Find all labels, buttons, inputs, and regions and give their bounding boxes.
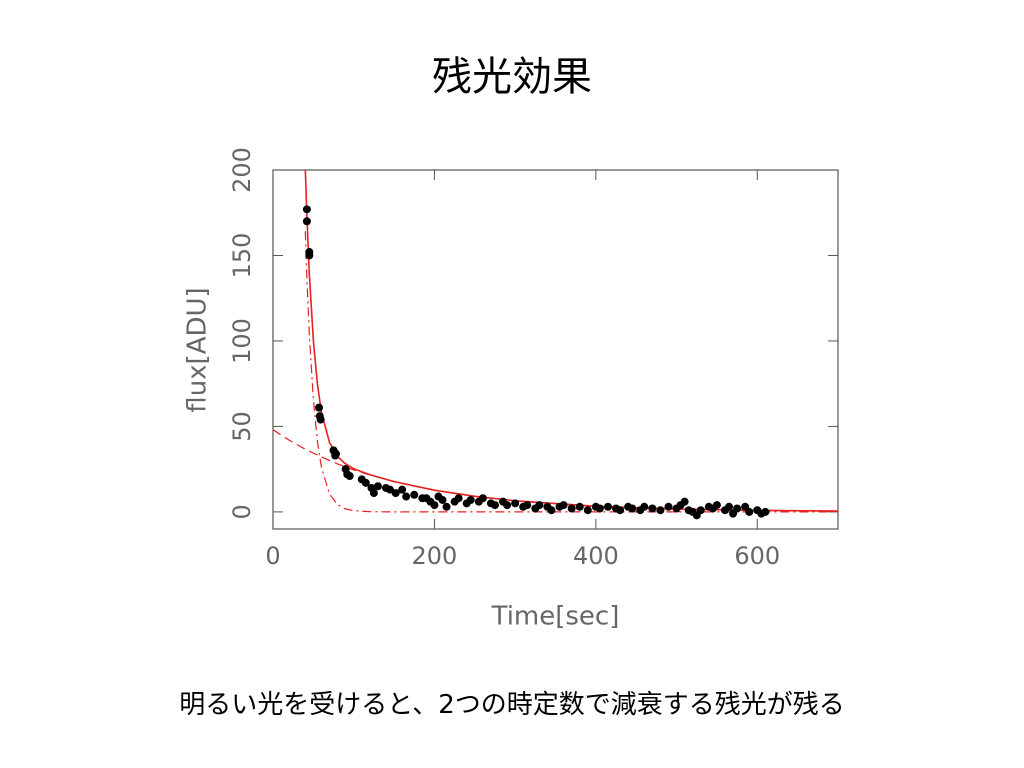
data-point xyxy=(733,504,742,513)
fit-curve xyxy=(273,429,838,512)
data-point xyxy=(454,494,463,503)
data-point xyxy=(616,506,625,515)
data-point xyxy=(696,506,705,515)
y-tick-label: 100 xyxy=(228,318,256,364)
plot-area xyxy=(273,170,838,520)
slide-caption: 明るい光を受けると、2つの時定数で減衰する残光が残る xyxy=(179,690,845,720)
data-point xyxy=(302,205,311,214)
data-point xyxy=(345,472,354,481)
data-point xyxy=(575,502,584,511)
y-tick-label: 0 xyxy=(228,504,256,519)
data-point xyxy=(442,502,451,511)
data-point xyxy=(656,506,665,515)
data-point xyxy=(369,489,378,498)
data-point xyxy=(603,502,612,511)
data-point xyxy=(478,494,487,503)
x-tick-label: 400 xyxy=(573,542,619,570)
data-point xyxy=(438,495,447,504)
data-point xyxy=(712,501,721,510)
data-point xyxy=(725,502,734,511)
x-tick-label: 200 xyxy=(412,542,458,570)
data-point xyxy=(640,502,649,511)
data-point xyxy=(680,497,689,506)
y-tick-label: 50 xyxy=(228,411,256,442)
fit-curve xyxy=(304,231,838,513)
fit-curve xyxy=(304,170,838,512)
data-point xyxy=(523,501,532,510)
plot-frame xyxy=(272,169,839,530)
slide-title: 残光効果 xyxy=(432,54,592,100)
x-tick-label: 600 xyxy=(734,542,780,570)
data-point xyxy=(490,501,499,510)
data-point xyxy=(547,506,556,515)
x-tick-label: 0 xyxy=(265,542,280,570)
y-tick-label: 150 xyxy=(228,233,256,279)
data-point xyxy=(761,507,770,516)
data-point xyxy=(305,251,314,260)
data-point xyxy=(430,501,439,510)
data-point xyxy=(373,482,382,491)
data-point xyxy=(391,489,400,498)
data-point xyxy=(535,501,544,510)
data-point xyxy=(466,495,475,504)
data-point xyxy=(503,501,512,510)
y-tick-label: 200 xyxy=(228,147,256,193)
data-point xyxy=(361,478,370,487)
data-point xyxy=(664,502,673,511)
data-point xyxy=(315,403,324,412)
data-point xyxy=(628,504,637,513)
data-point xyxy=(583,506,592,515)
data-point xyxy=(302,217,311,226)
data-point xyxy=(511,499,520,508)
data-point xyxy=(567,504,576,513)
x-axis-label: Time[sec] xyxy=(491,602,620,632)
data-point xyxy=(331,449,340,458)
data-point xyxy=(559,501,568,510)
data-point xyxy=(316,415,325,424)
data-point xyxy=(648,504,657,513)
data-point xyxy=(398,485,407,494)
data-point xyxy=(595,504,604,513)
y-axis-label: flux[ADU] xyxy=(183,287,213,412)
data-point xyxy=(410,490,419,499)
data-point xyxy=(402,492,411,501)
data-point xyxy=(745,507,754,516)
